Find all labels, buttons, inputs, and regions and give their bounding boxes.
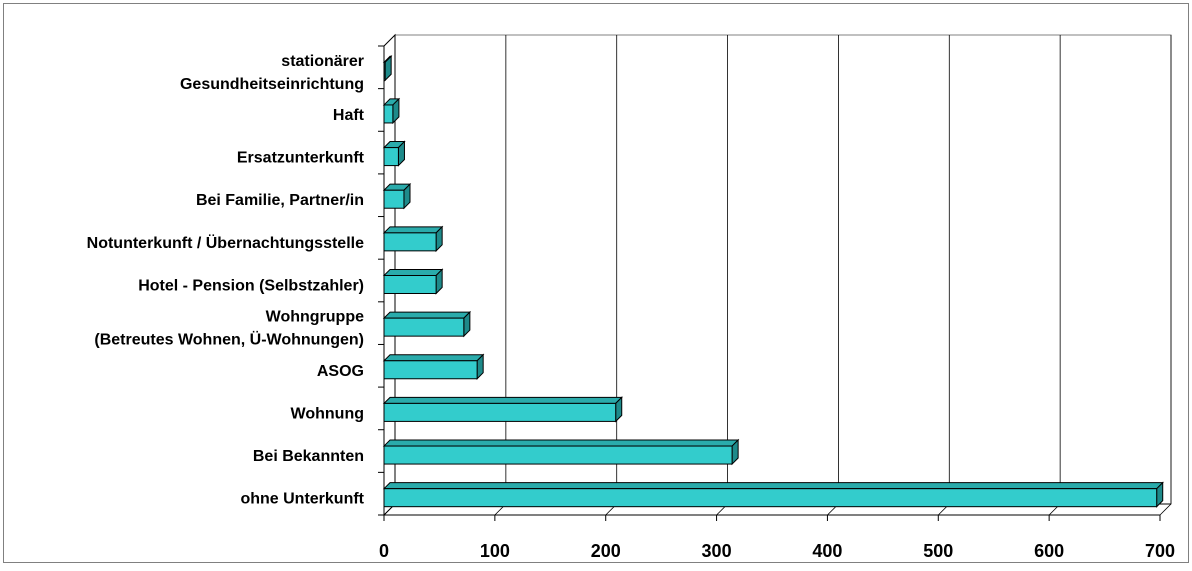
bar-front-face [383, 147, 399, 167]
bar [382, 310, 472, 338]
bar-front-face [383, 360, 478, 380]
bar-front-face [383, 488, 1158, 508]
category-label: stationärer [281, 53, 364, 70]
bar-front-face [383, 61, 386, 81]
x-tick-labels: 0 100 200 300 400 500 600 700 [379, 541, 1175, 561]
chart-frame [3, 3, 1189, 563]
x-tick-label: 700 [1145, 541, 1175, 561]
category-label: ASOG [317, 363, 364, 380]
bar-front-face [383, 317, 465, 337]
bar [382, 97, 401, 125]
bar [382, 140, 406, 167]
category-label: Bei Bekannten [253, 448, 364, 465]
category-label: Wohnung [291, 405, 364, 422]
bars [382, 55, 1164, 508]
x-tick-label: 100 [480, 541, 510, 561]
bar [382, 438, 740, 466]
category-label: Hotel - Pension (Selbstzahler) [138, 278, 364, 295]
category-label: Bei Familie, Partner/in [196, 192, 364, 209]
category-labels: stationärer Gesundheitseinrichtung Haft Ers… [87, 53, 365, 508]
bar [382, 225, 444, 253]
category-label: Ersatzunterkunft [237, 150, 365, 167]
bar-front-face [383, 445, 733, 465]
category-label: Wohngruppe [266, 309, 364, 326]
gridlines [383, 35, 1172, 516]
bar [382, 182, 412, 210]
bar-front-face [383, 104, 394, 124]
bar [382, 396, 623, 423]
bar [382, 481, 1164, 508]
bar-front-face [383, 189, 405, 209]
bar-top-face [382, 354, 485, 362]
bar-front-face [383, 402, 617, 422]
bar-top-face [382, 311, 472, 319]
category-label: ohne Unterkunft [240, 491, 364, 508]
bar [382, 55, 393, 82]
category-label: Haft [333, 107, 365, 124]
category-label: Notunterkunft / Übernachtungsstelle [87, 233, 364, 252]
x-tick-label: 500 [923, 541, 953, 561]
floor-line [1159, 503, 1172, 516]
x-tick-label: 600 [1034, 541, 1064, 561]
bar [382, 353, 485, 380]
bar-front-face [383, 275, 437, 294]
bar-top-face [382, 482, 1164, 490]
bar-top-face [382, 226, 444, 234]
bar [382, 268, 444, 295]
x-tick-label: 300 [702, 541, 732, 561]
x-tick-label: 400 [812, 541, 842, 561]
bar-top-face [382, 439, 740, 447]
bar-front-face [383, 232, 437, 252]
bar-top-face [382, 268, 444, 276]
x-tick-label: 200 [591, 541, 621, 561]
x-tick-label: 0 [379, 541, 389, 561]
category-label: Gesundheitseinrichtung [180, 76, 364, 93]
category-label: (Betreutes Wohnen, Ü-Wohnungen) [94, 330, 364, 349]
bar-top-face [382, 396, 623, 404]
